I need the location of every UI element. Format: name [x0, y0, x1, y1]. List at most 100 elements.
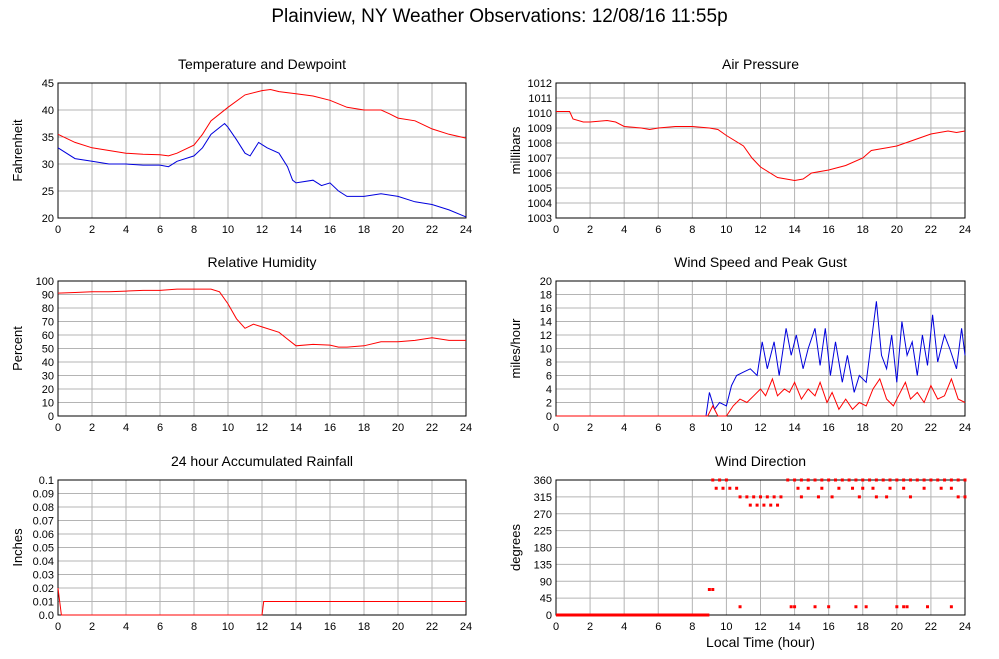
series-1-point — [851, 486, 855, 490]
x-tick-label: 6 — [655, 224, 661, 236]
x-tick-label: 2 — [587, 422, 593, 434]
x-tick-label: 2 — [89, 224, 95, 236]
x-tick-label: 12 — [256, 224, 268, 236]
chart-title: Wind Direction — [715, 453, 806, 469]
y-tick-label: 8 — [546, 357, 552, 369]
y-tick-label: 0.01 — [33, 597, 54, 609]
chart-title: Temperature and Dewpoint — [178, 56, 346, 72]
x-tick-label: 0 — [553, 621, 559, 633]
y-tick-label: 0.07 — [33, 516, 54, 528]
x-tick-label: 24 — [460, 224, 472, 236]
y-tick-label: 0 — [48, 411, 54, 423]
x-tick-label: 16 — [823, 224, 835, 236]
series-1-point — [813, 605, 817, 609]
series-1-point — [711, 588, 715, 591]
y-tick-label: 0 — [546, 411, 552, 423]
y-tick-label: 0.09 — [33, 489, 54, 501]
y-tick-label: 20 — [540, 276, 552, 288]
series-1-point — [949, 605, 953, 609]
series-1-point — [707, 588, 711, 591]
x-tick-label: 10 — [720, 422, 732, 434]
series-1-point — [908, 478, 912, 482]
series-1-point — [949, 486, 953, 490]
series-1-point — [888, 478, 892, 482]
series-1-point — [793, 478, 797, 482]
y-tick-label: 12 — [540, 330, 552, 342]
x-tick-label: 20 — [392, 224, 404, 236]
series-1-point — [902, 605, 906, 609]
x-tick-label: 10 — [222, 224, 234, 236]
series-1-point — [861, 486, 865, 490]
series-1-point — [847, 478, 851, 482]
series-1-point — [799, 495, 803, 499]
y-tick-label: 0.02 — [33, 583, 54, 595]
series-1-point — [793, 605, 797, 609]
y-tick-label: 45 — [42, 78, 54, 90]
series-1-point — [881, 478, 885, 482]
series-1-point — [738, 605, 742, 609]
x-tick-label: 0 — [553, 224, 559, 236]
x-tick-label: 18 — [857, 422, 869, 434]
y-tick-label: 180 — [534, 543, 552, 555]
x-tick-label: 22 — [426, 621, 438, 633]
page-title: Plainview, NY Weather Observations: 12/0… — [271, 6, 728, 27]
x-tick-label: 20 — [891, 224, 903, 236]
series-1-line — [556, 301, 966, 417]
y-tick-label: 0.05 — [33, 543, 54, 555]
series-1-point — [748, 503, 752, 507]
x-tick-label: 4 — [123, 621, 129, 633]
y-tick-label: 18 — [540, 290, 552, 302]
series-1-point — [816, 495, 820, 499]
plot-frame — [555, 82, 966, 219]
x-tick-label: 24 — [460, 621, 472, 633]
x-tick-label: 18 — [358, 422, 370, 434]
series-1-point — [765, 495, 769, 499]
series-1-point — [915, 478, 919, 482]
y-tick-label: 270 — [534, 509, 552, 521]
x-tick-label: 22 — [925, 224, 937, 236]
y-tick-label: 0.03 — [33, 570, 54, 582]
y-tick-label: 1011 — [528, 93, 552, 105]
x-tick-label: 4 — [621, 621, 627, 633]
y-tick-label: 70 — [42, 317, 54, 329]
x-tick-label: 8 — [689, 224, 695, 236]
y-tick-label: 6 — [546, 371, 552, 383]
x-tick-label: 8 — [689, 422, 695, 434]
plot-frame — [57, 280, 467, 417]
y-tick-label: 20 — [42, 213, 54, 225]
x-tick-label: 6 — [157, 224, 163, 236]
series-1-point — [885, 495, 889, 499]
x-tick-label: 24 — [959, 422, 971, 434]
x-tick-label: 12 — [256, 422, 268, 434]
y-axis-label: Percent — [10, 326, 25, 371]
series-1-point — [949, 478, 953, 482]
x-tick-label: 12 — [256, 621, 268, 633]
y-tick-label: 1006 — [528, 168, 552, 180]
y-tick-label: 80 — [42, 303, 54, 315]
series-1-point — [755, 503, 759, 507]
y-tick-label: 1005 — [528, 183, 552, 195]
series-1-point — [854, 478, 858, 482]
x-tick-label: 16 — [823, 422, 835, 434]
series-1-point — [963, 478, 967, 482]
x-tick-label: 2 — [587, 224, 593, 236]
x-tick-label: 22 — [925, 621, 937, 633]
x-tick-label: 24 — [959, 224, 971, 236]
x-tick-label: 14 — [788, 621, 800, 633]
x-tick-label: 20 — [891, 422, 903, 434]
series-1-point — [820, 478, 824, 482]
series-1-point — [837, 486, 841, 490]
x-tick-label: 18 — [358, 224, 370, 236]
y-tick-label: 25 — [42, 186, 54, 198]
x-tick-label: 8 — [191, 224, 197, 236]
series-1-point — [759, 495, 762, 499]
series-1-point — [943, 478, 947, 482]
x-tick-label: 2 — [89, 422, 95, 434]
series-1-point — [868, 478, 872, 482]
y-tick-label: 0.0 — [39, 610, 54, 622]
